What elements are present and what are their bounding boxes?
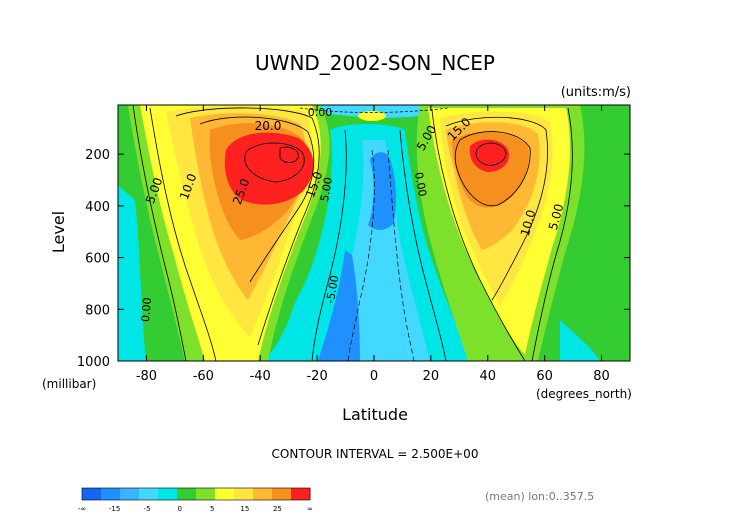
y-tick-label: 200 xyxy=(85,148,110,163)
y-tick-label: 400 xyxy=(85,200,110,215)
y-tick-label: 1000 xyxy=(77,355,110,370)
contour-line-north-15 xyxy=(445,116,548,301)
easterly-core-lower xyxy=(318,250,360,361)
contour-interval-label: CONTOUR INTERVAL = 2.500E+00 xyxy=(272,447,479,461)
contour-line-zero-south xyxy=(311,129,347,361)
x-tick-label: 80 xyxy=(593,369,610,384)
contour-line-south-inner xyxy=(244,142,305,183)
north-jet-core xyxy=(469,139,509,172)
x-tick-label: 20 xyxy=(423,369,440,384)
stratosphere-westerly xyxy=(358,111,386,121)
colorbar: -∞ -15 -5 0 5 15 25 ∞ xyxy=(78,487,313,513)
contour-line-south-15 xyxy=(175,107,320,346)
colorbar-swatch xyxy=(177,488,197,500)
colorbar-swatch xyxy=(215,488,235,500)
contour-line-south-10 xyxy=(149,107,217,361)
contour-line-north-core xyxy=(475,142,507,166)
colorbar-frame xyxy=(81,487,311,501)
colorbar-swatch xyxy=(272,488,292,500)
north-low-region xyxy=(560,320,600,361)
y-tick-label: 800 xyxy=(85,303,110,318)
contour-line-south-20 xyxy=(199,116,315,283)
x-tick-label: -20 xyxy=(306,369,327,384)
colorbar-swatch xyxy=(139,488,159,500)
units-label: (units:m/s) xyxy=(561,85,631,100)
contour-line-north-5 xyxy=(531,107,573,361)
colorbar-swatch xyxy=(158,488,178,500)
colorbar-label: 5 xyxy=(210,505,214,513)
colorbar-swatch xyxy=(82,488,102,500)
contour-line-zero-north xyxy=(399,129,447,361)
colorbar-swatch xyxy=(291,488,311,500)
contour-field: 20.0 0.00 25.0 15.0 10.0 5.00 5.00 15.0 … xyxy=(118,105,630,361)
x-tick-label: -40 xyxy=(250,369,271,384)
contour-label: 10.0 xyxy=(518,208,538,237)
footer-label: (mean) lon:0..357.5 xyxy=(485,490,594,503)
contour-label: 0.00 xyxy=(308,106,333,119)
polar-region xyxy=(118,185,146,361)
x-axis: -80 -60 -40 -20 0 20 40 60 80 xyxy=(136,105,610,384)
contour-line-neg-north xyxy=(387,149,415,361)
chart-title: UWND_2002-SON_NCEP xyxy=(255,51,495,75)
colorbar-swatch xyxy=(120,488,140,500)
colorbar-label: ∞ xyxy=(307,505,313,513)
x-tick-label: 60 xyxy=(536,369,553,384)
x-tick-label: -80 xyxy=(136,369,157,384)
x-tick-label: 0 xyxy=(370,369,378,384)
colorbar-label: -15 xyxy=(109,505,120,513)
x-axis-title: Latitude xyxy=(342,405,408,424)
colorbar-swatch xyxy=(196,488,216,500)
contour-line-north-10 xyxy=(431,109,526,361)
y-axis: 200 400 600 800 1000 xyxy=(77,148,630,370)
colorbar-swatch xyxy=(253,488,273,500)
contour-label: 5.00 xyxy=(318,176,335,202)
colorbar-label: 0 xyxy=(177,505,181,513)
easterly-core-upper xyxy=(368,152,396,230)
contour-label: 5.00 xyxy=(546,202,566,231)
x-units-label: (degrees_north) xyxy=(536,387,632,401)
contour-label: 20.0 xyxy=(255,119,282,133)
contour-label: 0.00 xyxy=(412,171,429,197)
x-tick-label: 40 xyxy=(480,369,497,384)
colorbar-label: -∞ xyxy=(78,505,86,513)
x-tick-label: -60 xyxy=(193,369,214,384)
contour-label: -5.00 xyxy=(324,274,342,304)
contour-line-north-20 xyxy=(454,131,531,207)
contour-line-south-core xyxy=(279,146,299,163)
colorbar-label: 15 xyxy=(240,505,249,513)
contour-line-neg-south xyxy=(347,149,375,361)
y-tick-label: 600 xyxy=(85,252,110,267)
y-units-label: (millibar) xyxy=(42,377,96,391)
y-axis-title: Level xyxy=(49,211,68,253)
colorbar-label: 25 xyxy=(273,505,282,513)
colorbar-label: -5 xyxy=(144,505,151,513)
contour-label: 0.00 xyxy=(139,297,154,323)
colorbar-swatch xyxy=(234,488,254,500)
contour-line-south-5 xyxy=(132,105,187,361)
colorbar-swatch xyxy=(101,488,121,500)
